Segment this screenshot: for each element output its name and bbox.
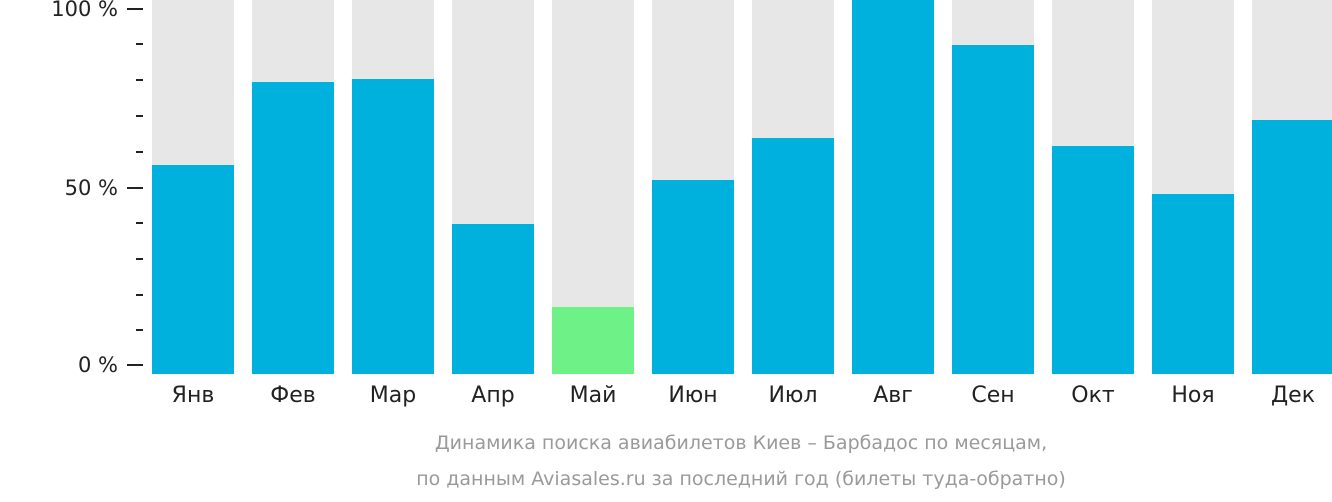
bar-3	[452, 0, 534, 374]
y-tick-100	[127, 8, 143, 10]
bar-10	[1152, 0, 1234, 374]
bar-7	[852, 0, 934, 374]
bar-area	[152, 0, 1332, 374]
y-tick	[136, 329, 143, 331]
bar-11	[1252, 0, 1332, 374]
y-tick	[136, 222, 143, 224]
bar-fill	[152, 165, 234, 374]
bar-6	[752, 0, 834, 374]
y-axis: 100 % 50 % 0 %	[0, 0, 150, 380]
chart-caption-line-2: по данным Aviasales.ru за последний год …	[416, 468, 1066, 490]
x-label: Авг	[873, 383, 913, 408]
bar-fill	[652, 180, 734, 374]
y-label-0: 0 %	[78, 353, 118, 377]
x-label: Май	[569, 383, 617, 408]
y-tick	[136, 79, 143, 81]
x-axis-labels: Янв Фев Мар Апр Май Июн Июл Авг Сен Окт Ноя Дек	[152, 380, 1332, 412]
x-label: Сен	[971, 383, 1015, 408]
bar-0	[152, 0, 234, 374]
bar-8	[952, 0, 1034, 374]
x-label: Апр	[471, 383, 515, 408]
y-label-100: 100 %	[51, 0, 118, 21]
bar-fill	[1052, 146, 1134, 374]
x-label: Мар	[369, 383, 417, 408]
bar-2	[352, 0, 434, 374]
bar-fill	[952, 45, 1034, 374]
y-tick-50	[127, 187, 143, 189]
x-label: Июн	[668, 383, 718, 408]
bar-5	[652, 0, 734, 374]
bar-fill	[452, 224, 534, 374]
chart-caption-line-1: Динамика поиска авиабилетов Киев – Барба…	[434, 432, 1048, 454]
y-tick	[136, 294, 143, 296]
y-tick-0	[127, 364, 143, 366]
x-label: Июл	[768, 383, 818, 408]
bar-fill	[352, 79, 434, 374]
bar-fill	[252, 82, 334, 374]
y-label-50: 50 %	[64, 176, 118, 200]
x-label: Окт	[1071, 383, 1115, 408]
bar-1	[252, 0, 334, 374]
bar-4	[552, 0, 634, 374]
x-label: Дек	[1270, 383, 1315, 408]
x-label: Ноя	[1171, 383, 1215, 408]
y-tick	[136, 43, 143, 45]
x-label: Фев	[270, 383, 316, 408]
bar-fill	[1252, 120, 1332, 374]
bar-fill	[552, 307, 634, 374]
bar-fill	[1152, 194, 1234, 374]
x-label: Янв	[171, 383, 215, 408]
bar-fill	[852, 0, 934, 374]
y-tick	[136, 258, 143, 260]
y-tick	[136, 151, 143, 153]
bar-9	[1052, 0, 1134, 374]
y-tick	[136, 115, 143, 117]
bar-fill	[752, 138, 834, 374]
